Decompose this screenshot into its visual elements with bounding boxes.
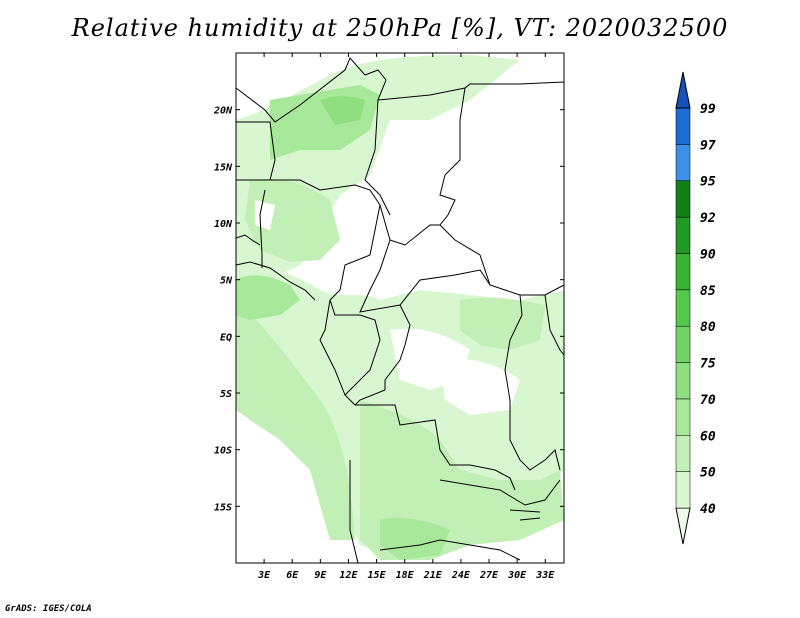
colorbar-label: 97 — [700, 138, 716, 153]
lon-tick-label: 15E — [368, 570, 387, 581]
map-title: Relative humidity at 250hPa [%], VT: 202… — [71, 14, 729, 42]
colorbar-label: 92 — [700, 211, 716, 226]
colorbar-segment — [675, 107, 691, 145]
lon-tick-label: 24E — [451, 570, 471, 581]
lon-tick-group: 3E 6E 9E 12E 15E 18E 21E 24E 27E 30E 33E — [257, 53, 555, 581]
humidity-field — [236, 53, 564, 563]
grads-credit: GrADS: IGES/COLA — [5, 604, 92, 614]
colorbar-upper-extension — [675, 71, 691, 109]
colorbar-label: 50 — [700, 466, 716, 481]
lon-tick-label: 6E — [286, 570, 299, 581]
lat-tick-label: 15S — [214, 502, 232, 513]
lon-tick-label: 18E — [396, 570, 415, 581]
colorbar-segment — [675, 216, 691, 254]
colorbar-segment — [675, 471, 691, 509]
lon-tick-label: 9E — [314, 570, 327, 581]
lat-tick-label: 5S — [220, 389, 232, 400]
colorbar-label: 85 — [700, 284, 716, 299]
lat-tick-label: EQ — [220, 332, 232, 343]
colorbar-segment — [675, 289, 691, 327]
colorbar-label: 40 — [700, 502, 716, 517]
colorbar-lower-extension — [675, 507, 691, 545]
lat-tick-label: 15N — [214, 162, 233, 173]
colorbar-label: 75 — [700, 357, 716, 372]
colorbar-segment — [675, 253, 691, 291]
country-borders — [235, 57, 565, 564]
lat-tick-label: 10S — [214, 446, 232, 457]
colorbar-label: 99 — [700, 102, 716, 117]
lat-tick-label: 10N — [214, 219, 233, 230]
colorbar-label: 80 — [700, 320, 716, 335]
lat-tick-group: 20N 15N 10N 5N EQ 5S 10S 15S — [213, 106, 564, 513]
lon-tick-label: 30E — [507, 570, 527, 581]
lon-tick-label: 27E — [479, 570, 499, 581]
axes-frame — [235, 52, 565, 564]
colorbar: 40 50 60 70 75 80 85 90 92 95 97 99 — [675, 71, 716, 545]
colorbar-segment — [675, 144, 691, 181]
colorbar-segment — [675, 325, 691, 363]
lat-tick-label: 20N — [213, 106, 233, 117]
colorbar-segment — [675, 362, 691, 400]
colorbar-segment — [675, 180, 691, 218]
colorbar-label: 70 — [700, 393, 716, 408]
lon-tick-label: 21E — [423, 570, 443, 581]
colorbar-label: 90 — [700, 247, 716, 262]
colorbar-segment — [675, 398, 691, 436]
lon-tick-label: 3E — [257, 570, 271, 581]
lon-tick-label: 33E — [535, 570, 555, 581]
colorbar-label: 95 — [700, 175, 716, 190]
colorbar-segment — [675, 435, 691, 472]
lon-tick-label: 12E — [339, 570, 358, 581]
colorbar-label: 60 — [700, 429, 716, 444]
lat-tick-label: 5N — [220, 276, 233, 287]
